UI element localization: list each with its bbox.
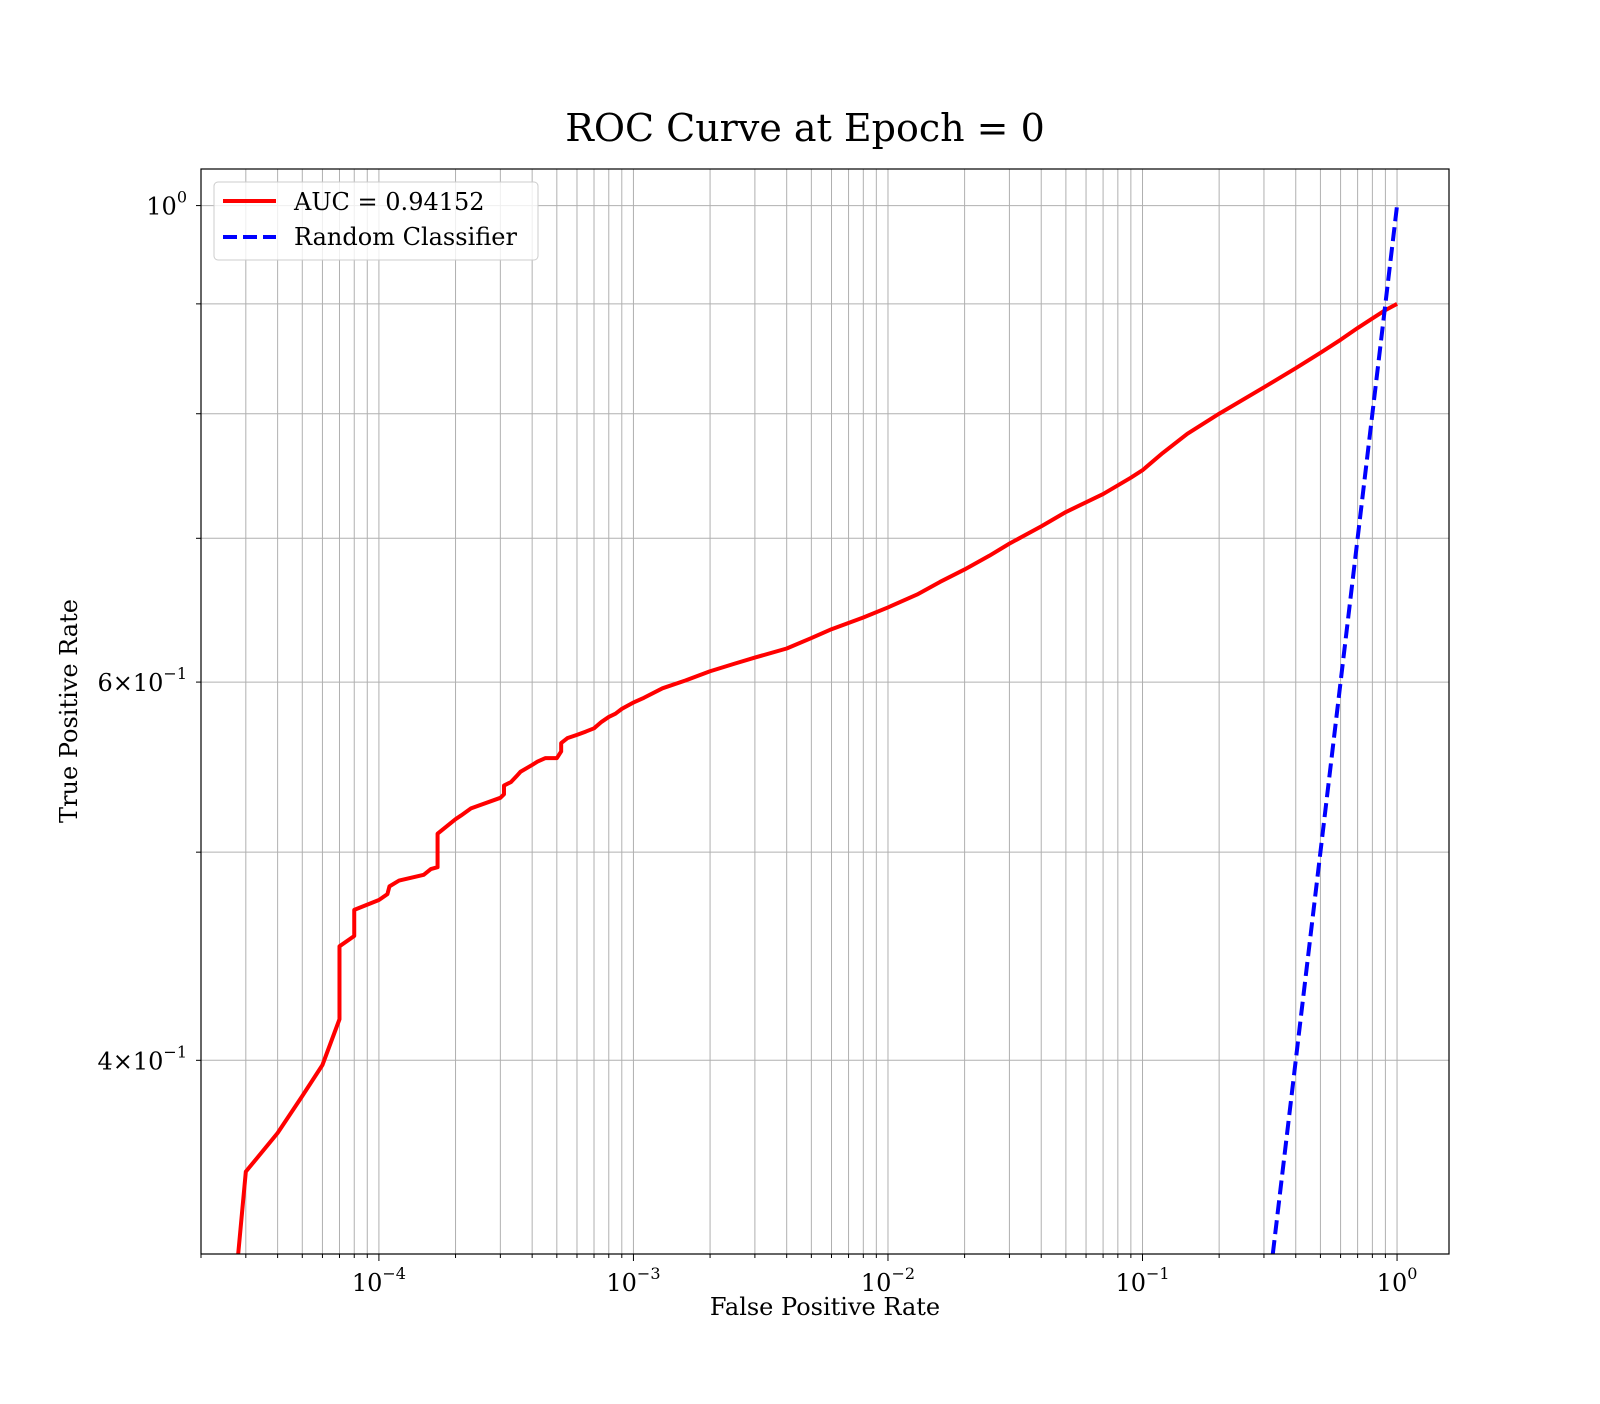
x-tick-label-exponent: −1 [1146,1264,1170,1283]
x-tick-label-exponent: −4 [382,1264,406,1283]
random-classifier-line [1270,205,1400,1254]
x-tick-label-exponent: −3 [637,1264,661,1283]
x-tick-label-base: 10 [1377,1269,1408,1297]
y-tick-label: 4×10−1 [97,1042,187,1075]
y-tick-label: 100 [146,188,187,221]
y-tick-label-base: 10 [146,193,177,221]
x-tick-label-base: 10 [606,1269,637,1297]
y-tick-label-exponent: −1 [163,1042,187,1061]
y-tick-label-exponent: 0 [177,188,187,207]
x-tick-label-base: 10 [352,1269,383,1297]
y-tick-label-base: 4×10 [97,1047,163,1075]
x-tick-label: 10−4 [352,1264,406,1297]
legend-box [213,181,539,261]
x-tick-label: 100 [1377,1264,1418,1297]
x-tick-label-exponent: 0 [1407,1264,1417,1283]
roc-curve-line [236,302,1398,1254]
grid [200,169,1449,1254]
plot-frame [200,168,1450,1255]
x-tick-label: 10−2 [861,1264,915,1297]
y-axis-label: True Positive Rate [55,599,83,823]
chart-title: ROC Curve at Epoch = 0 [565,106,1045,150]
x-tick-label: 10−1 [1115,1264,1169,1297]
x-tick-label-base: 10 [861,1269,892,1297]
y-tick-label-base: 6×10 [97,669,163,697]
y-tick-label-exponent: −1 [163,664,187,683]
x-tick-label: 10−3 [606,1264,660,1297]
legend: AUC = 0.94152 Random Classifier [213,181,539,261]
legend-label-random: Random Classifier [294,223,517,251]
x-axis-label: False Positive Rate [710,1293,940,1321]
y-tick-label: 6×10−1 [97,664,187,697]
legend-label-auc: AUC = 0.94152 [293,188,485,216]
x-tick-label-exponent: −2 [891,1264,915,1283]
plot-lines [236,205,1400,1254]
x-tick-label-base: 10 [1115,1269,1146,1297]
